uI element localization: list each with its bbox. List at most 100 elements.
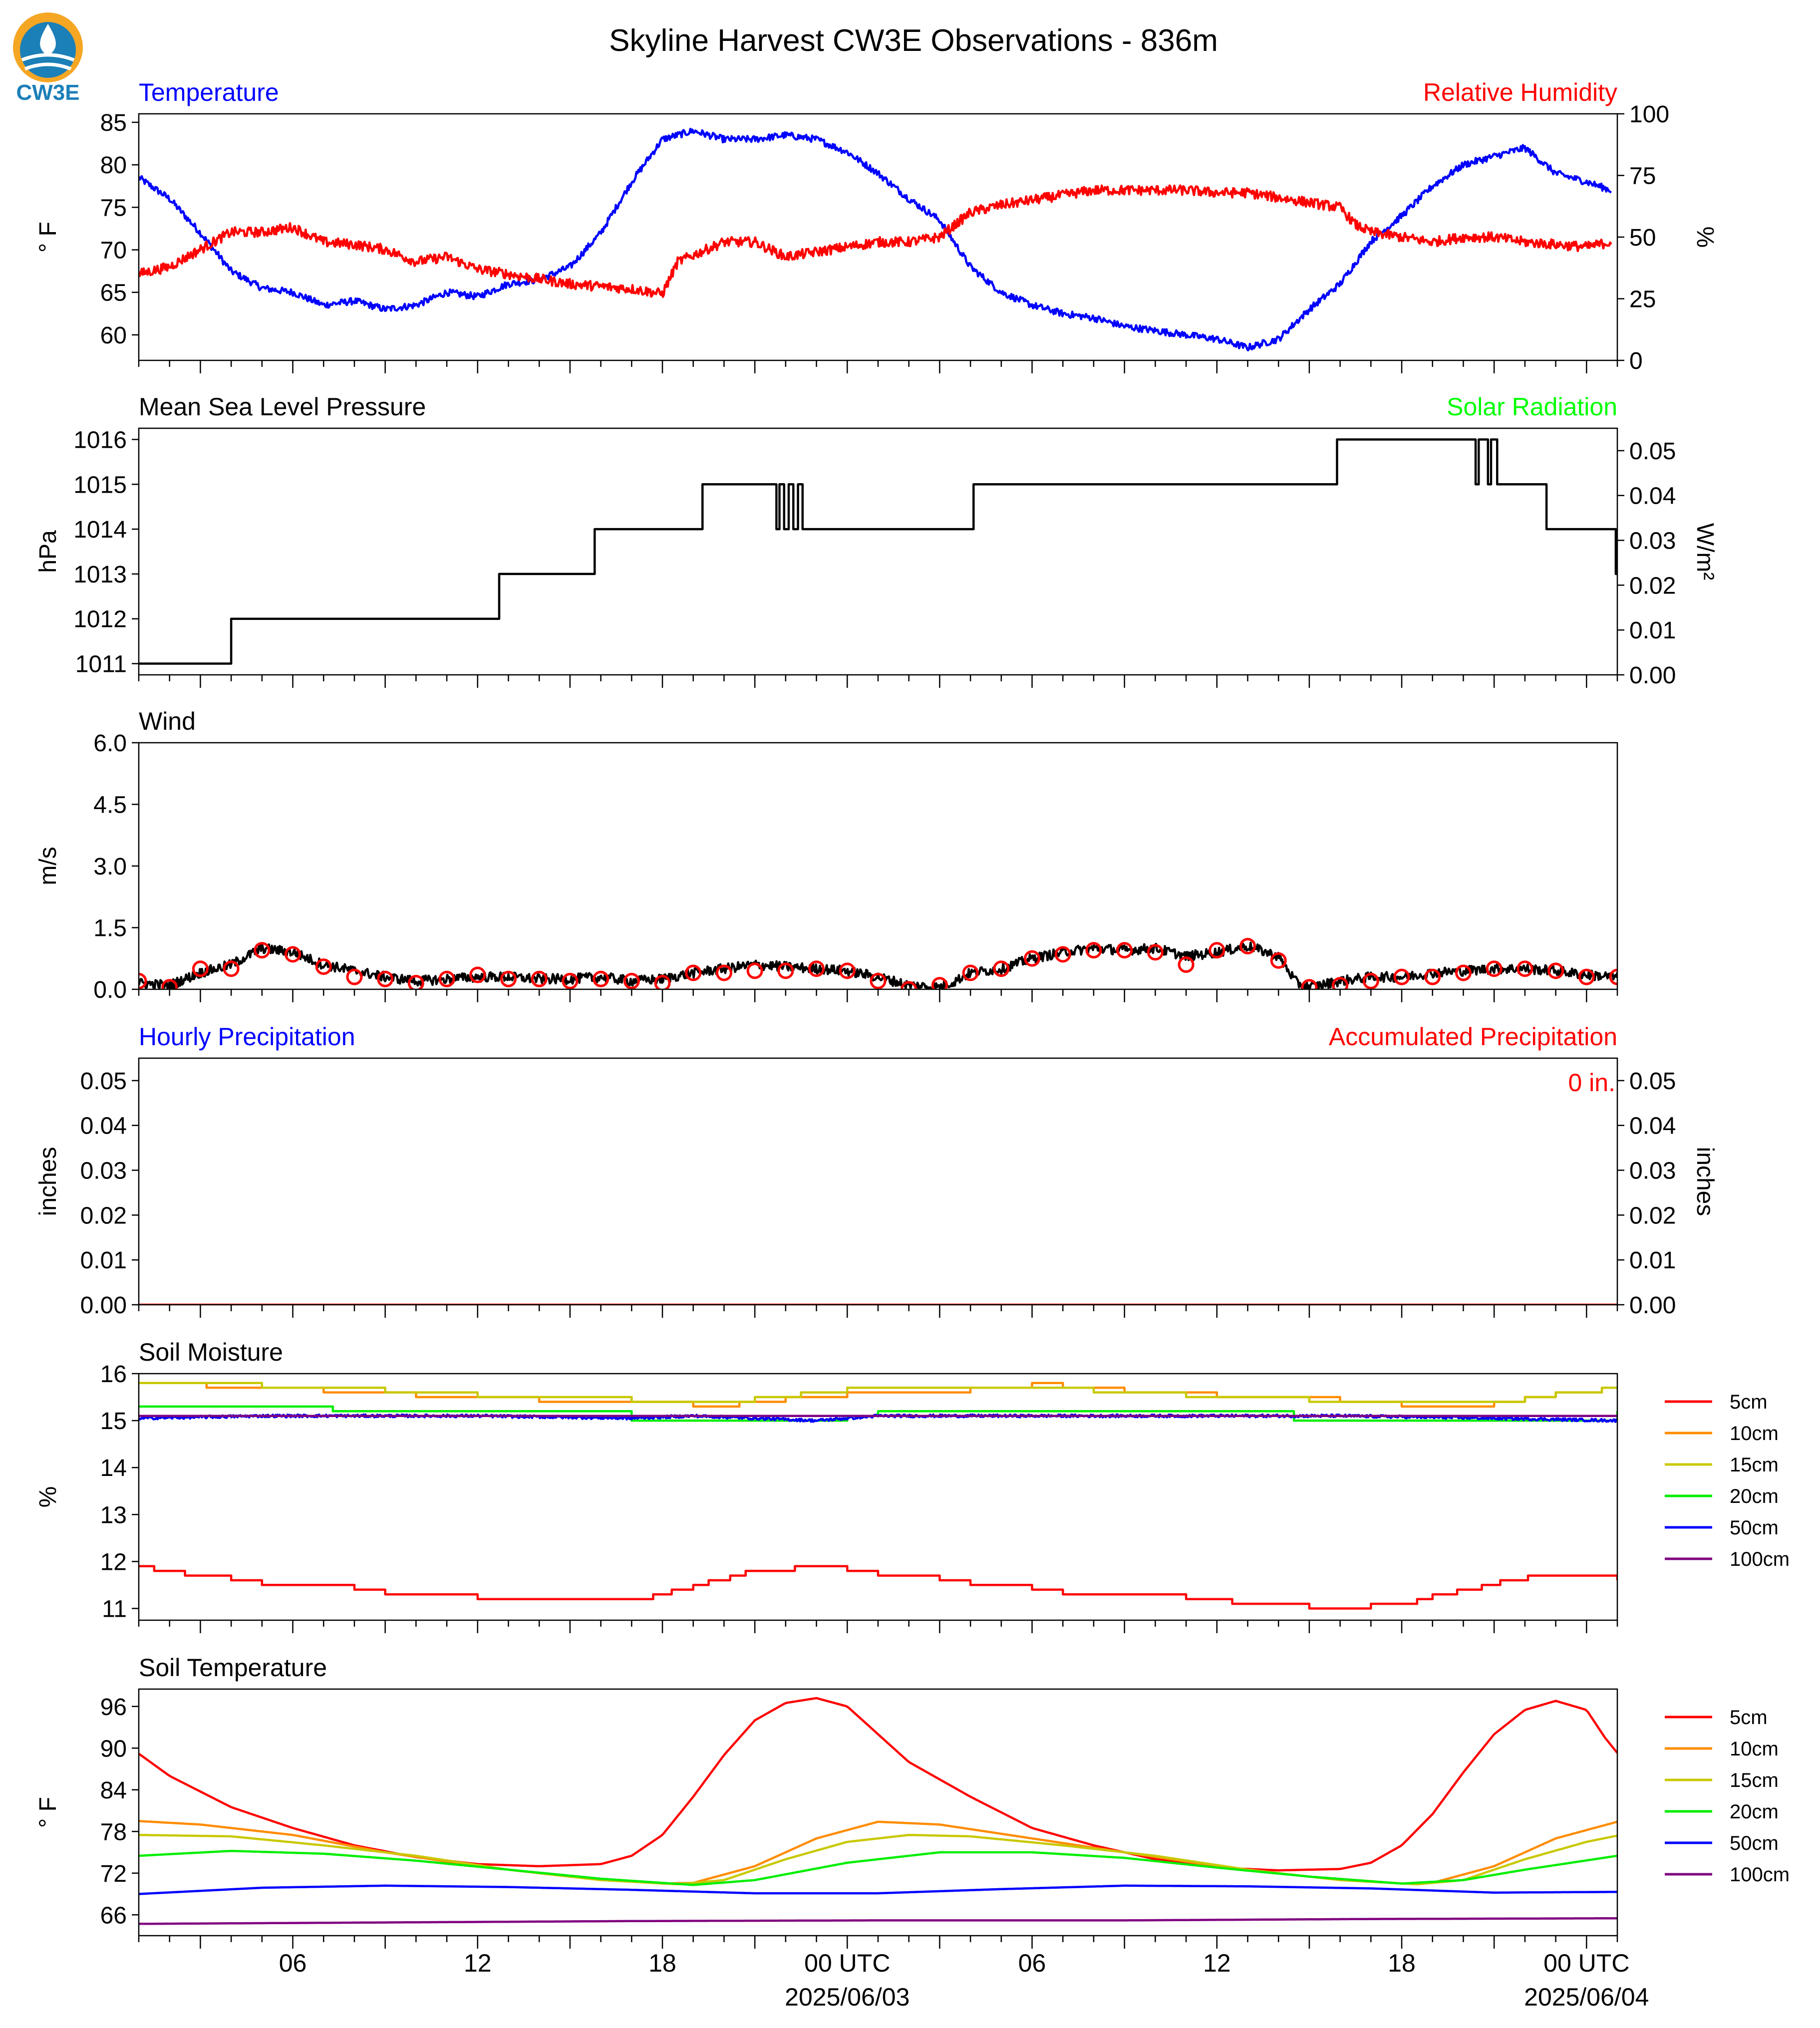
data-point xyxy=(1362,973,1379,989)
legend-label: 20cm xyxy=(1730,1485,1779,1507)
logo-text: CW3E xyxy=(16,80,79,105)
data-point xyxy=(500,970,517,987)
panel-title-left: Soil Temperature xyxy=(139,1654,327,1682)
data-point xyxy=(161,979,178,989)
panel-precip: Hourly Precipitation Accumulated Precipit… xyxy=(35,1023,1718,1319)
series-line-100cm xyxy=(139,1917,1617,1925)
data-point xyxy=(593,970,609,987)
data-point xyxy=(623,973,640,989)
panel-soil-temperature: Soil Temperature 66 72 78 84 90 96 ° F 5cm 10cm 15… xyxy=(35,1654,1790,1949)
y-tick-label: 0.03 xyxy=(80,1158,127,1184)
data-point xyxy=(715,964,732,981)
legend-label: 15cm xyxy=(1730,1769,1779,1791)
x-tick-label: 00 UTC xyxy=(1543,1949,1629,1977)
y2-tick-label: 0.04 xyxy=(1629,483,1676,510)
y-axis-label: m/s xyxy=(35,847,61,885)
y-tick-label: 60 xyxy=(100,322,127,349)
y2-tick-label: 100 xyxy=(1629,101,1669,128)
y2-tick-label: 75 xyxy=(1629,163,1656,190)
data-point xyxy=(1609,968,1617,985)
y-tick-label: 66 xyxy=(100,1902,127,1929)
legend-label: 5cm xyxy=(1730,1391,1768,1413)
y-tick-label: 0.00 xyxy=(80,1292,127,1319)
panel-pressure: Mean Sea Level Pressure Solar Radiation 10… xyxy=(35,393,1718,689)
legend: 5cm 10cm 15cm 20cm 50cm 100cm xyxy=(1665,1707,1790,1886)
y-tick-label: 1012 xyxy=(73,606,127,633)
x-axis-labels: 06 12 18 00 UTC 06 12 18 00 UTC 2025/06/03 2025/0… xyxy=(279,1949,1649,2011)
data-point xyxy=(531,970,548,987)
y-tick-label: 75 xyxy=(100,195,127,221)
y2-tick-label: 0.00 xyxy=(1629,1292,1676,1319)
data-point xyxy=(993,960,1010,977)
y2-tick-label: 0.01 xyxy=(1629,617,1676,644)
x-tick-label: 12 xyxy=(464,1949,492,1977)
panel-title-right: Relative Humidity xyxy=(1423,78,1617,106)
legend: 5cm 10cm 15cm 20cm 50cm 100cm xyxy=(1665,1391,1790,1570)
data-point xyxy=(1455,964,1472,981)
panels: Temperature Relative Humidity 60 65 70 75 80 85… xyxy=(35,78,1790,2011)
y-tick-label: 0.0 xyxy=(93,977,127,1003)
y-tick-label: 78 xyxy=(100,1819,127,1845)
y2-axis-label: W/m² xyxy=(1692,523,1718,580)
y-tick-label: 90 xyxy=(100,1736,127,1762)
plot-area xyxy=(139,438,1617,665)
series-line-temp-rh-1 xyxy=(139,184,1612,298)
legend-label: 10cm xyxy=(1730,1738,1779,1760)
y-tick-label: 0.04 xyxy=(80,1113,127,1140)
data-point xyxy=(685,964,702,981)
x-tick-label: 00 UTC xyxy=(804,1949,890,1977)
y2-tick-label: 0.00 xyxy=(1629,662,1676,689)
series-line-5cm xyxy=(139,1565,1617,1610)
series-line-50cm xyxy=(139,1884,1617,1895)
data-point xyxy=(407,975,424,989)
panel-title-right: Solar Radiation xyxy=(1447,393,1617,421)
data-point xyxy=(346,968,363,985)
y-tick-label: 1016 xyxy=(73,427,127,453)
cw3e-logo: CW3E xyxy=(13,12,83,105)
data-point xyxy=(808,960,825,977)
legend-label: 100cm xyxy=(1730,1548,1790,1570)
y-axis-label: hPa xyxy=(35,530,61,573)
data-point xyxy=(1424,968,1441,985)
data-point xyxy=(192,960,209,977)
legend-label: 15cm xyxy=(1730,1454,1779,1476)
y-axis-label: ° F xyxy=(35,1797,61,1828)
data-point xyxy=(1486,960,1503,977)
y2-tick-label: 0.02 xyxy=(1629,573,1676,599)
series-line-20cm xyxy=(139,1850,1617,1886)
y2-tick-label: 0.03 xyxy=(1629,528,1676,555)
panel-temp-rh: Temperature Relative Humidity 60 65 70 75 80 85… xyxy=(35,78,1718,374)
y2-tick-label: 0.04 xyxy=(1629,1113,1676,1140)
data-point xyxy=(746,962,763,979)
plot-area xyxy=(139,938,1617,989)
data-point xyxy=(1147,944,1164,961)
y-tick-label: 11 xyxy=(102,1596,127,1622)
x-date-label: 2025/06/03 xyxy=(785,1983,910,2011)
data-point xyxy=(1054,946,1071,963)
y2-tick-label: 50 xyxy=(1629,225,1656,251)
data-point xyxy=(223,960,240,977)
panel-title-left: Wind xyxy=(139,707,196,735)
data-point xyxy=(377,970,394,987)
legend-label: 100cm xyxy=(1730,1864,1790,1886)
data-point xyxy=(931,977,948,989)
y2-tick-label: 0 xyxy=(1629,348,1643,374)
data-point xyxy=(1270,952,1287,969)
data-point xyxy=(139,973,147,989)
y2-tick-label: 0.05 xyxy=(1629,1068,1676,1095)
legend-label: 20cm xyxy=(1730,1801,1779,1823)
y-tick-label: 80 xyxy=(100,152,127,179)
data-point xyxy=(1239,938,1256,955)
series-line-pressure-0 xyxy=(139,438,1617,665)
y-tick-label: 15 xyxy=(100,1408,127,1435)
data-point xyxy=(254,942,271,959)
data-point xyxy=(562,973,579,989)
data-point xyxy=(1393,968,1410,985)
data-point xyxy=(1332,977,1349,989)
y-tick-label: 16 xyxy=(100,1361,127,1388)
y-tick-label: 6.0 xyxy=(93,730,127,757)
y-tick-label: 4.5 xyxy=(93,792,127,819)
y2-tick-label: 0.02 xyxy=(1629,1202,1676,1229)
y-tick-label: 3.0 xyxy=(93,854,127,880)
